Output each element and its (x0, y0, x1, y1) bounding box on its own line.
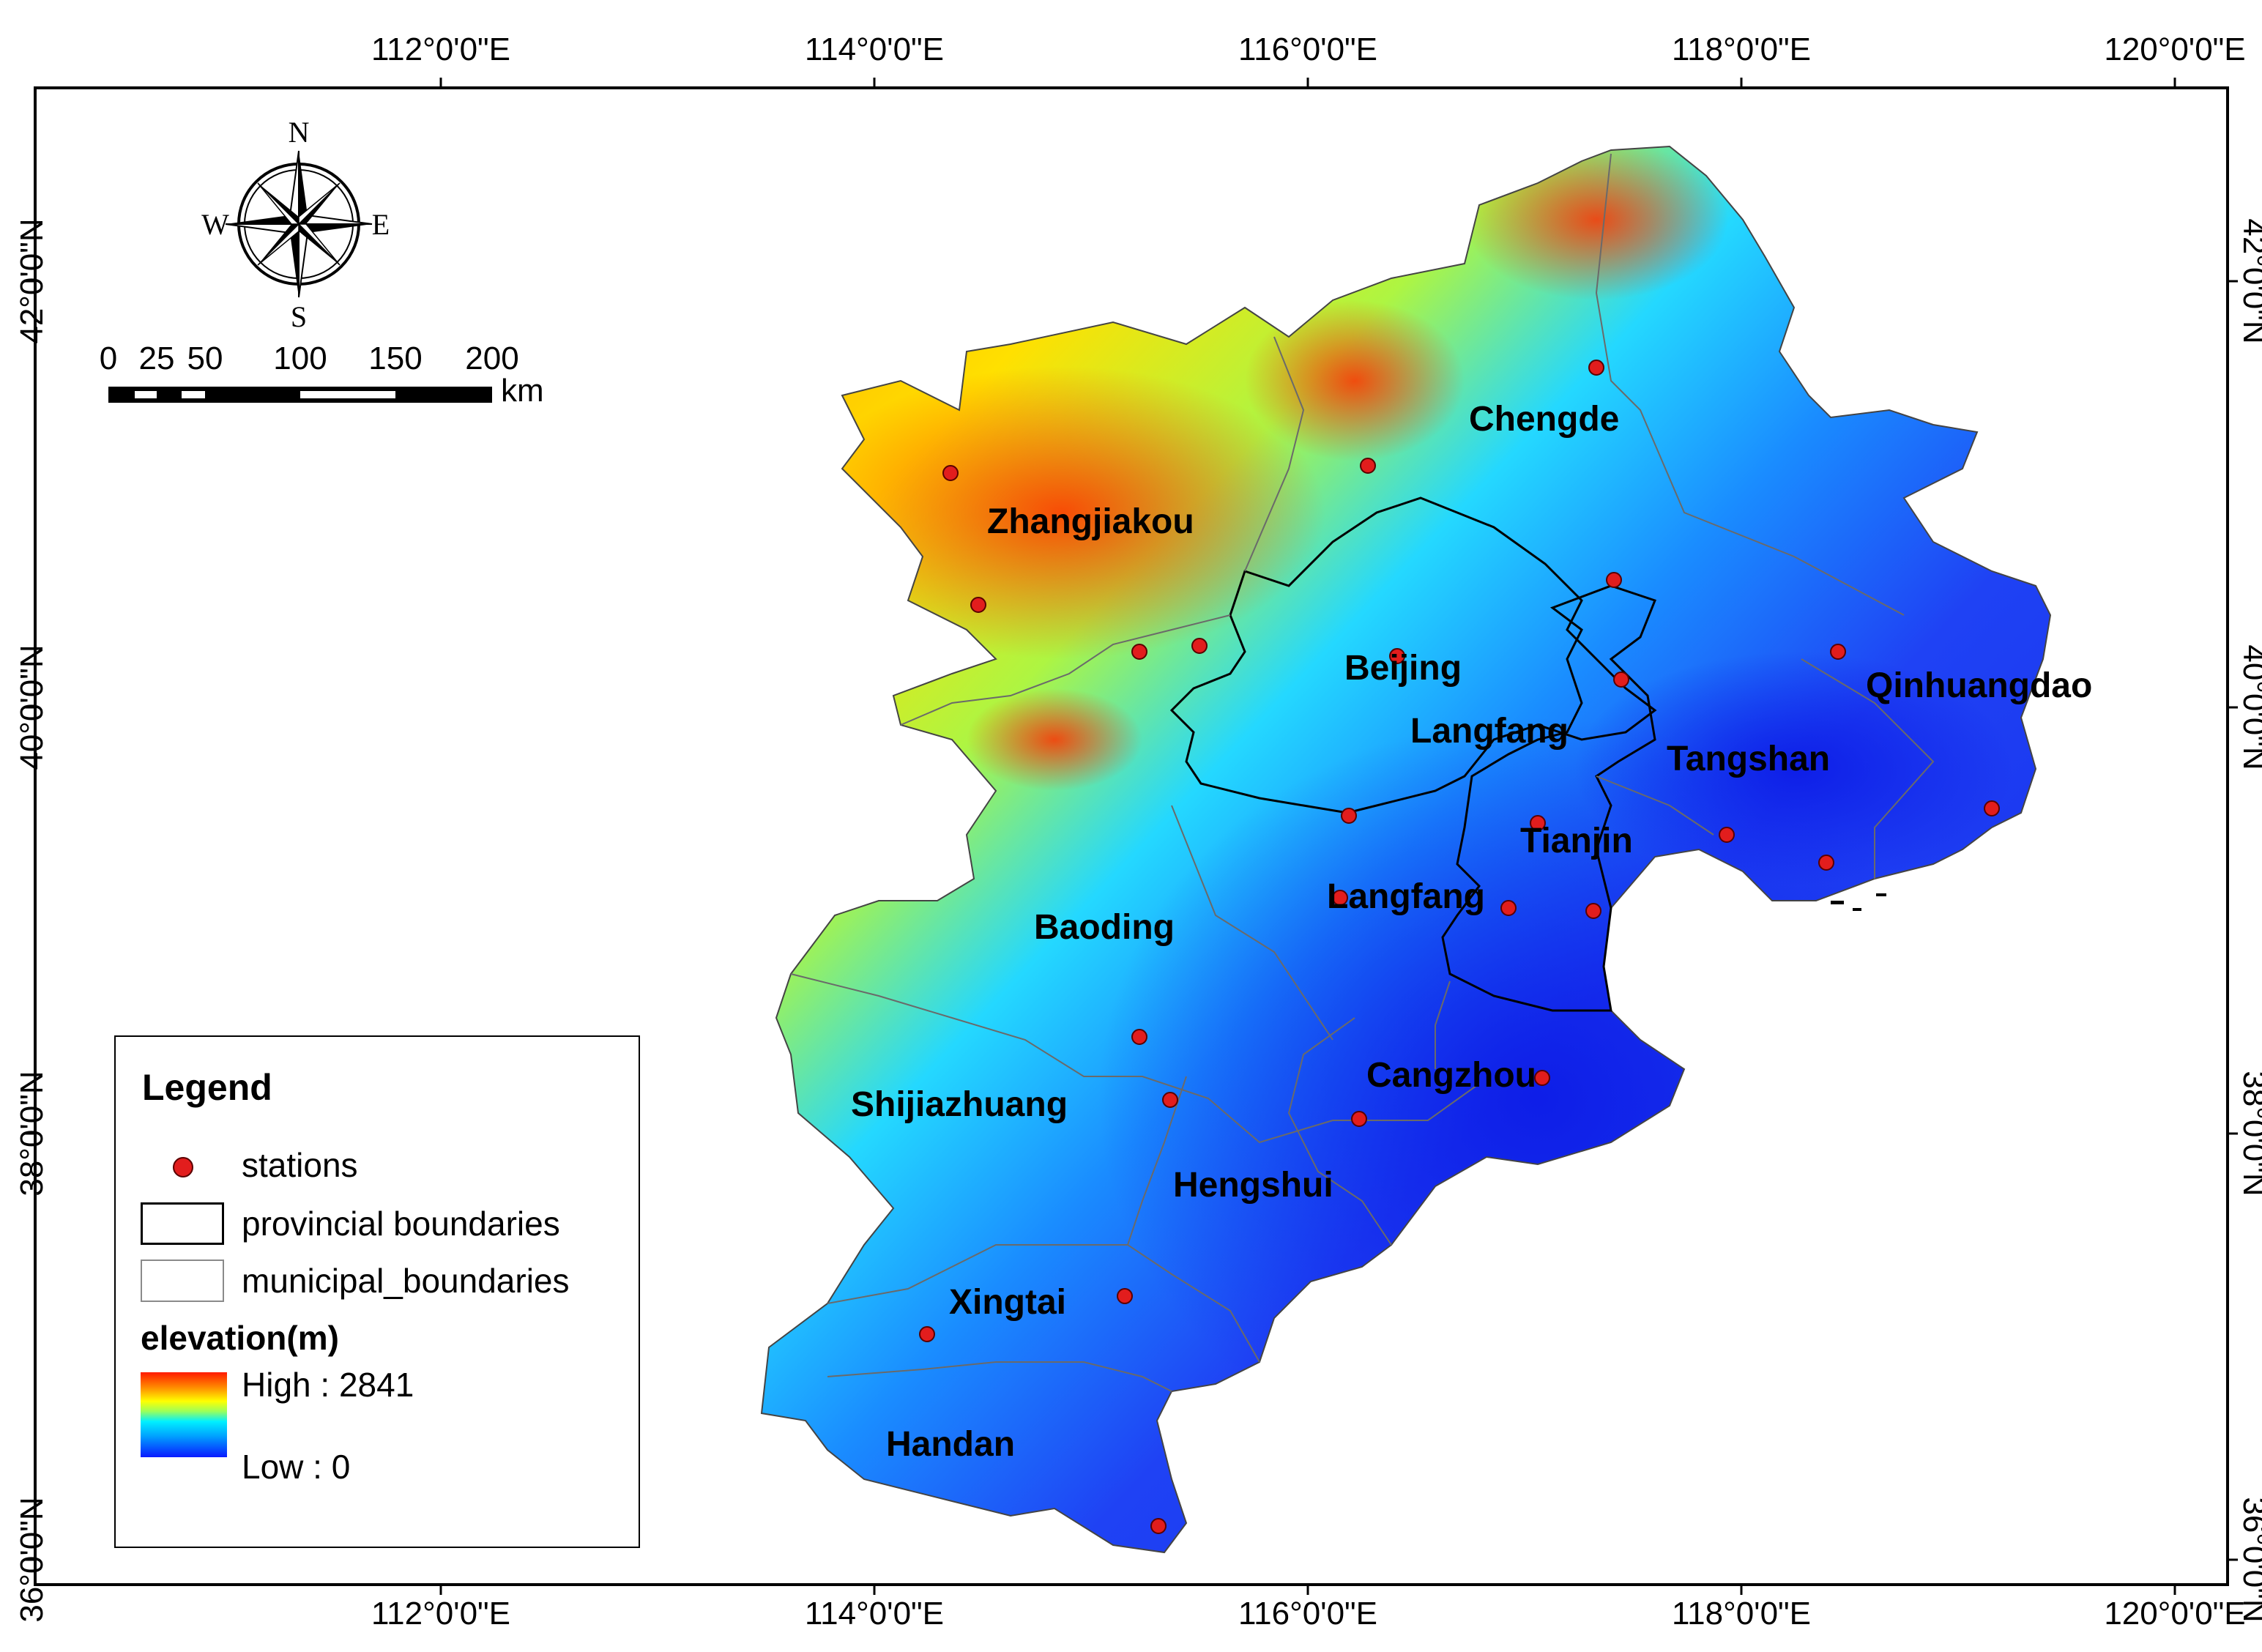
city-label-handan: Handan (886, 1425, 1015, 1464)
lat-label: 42°0'0"N (2236, 218, 2262, 343)
scale-tick: 50 (187, 341, 223, 376)
lon-label: 120°0'0"E (2104, 31, 2245, 67)
city-label-chengde: Chengde (1469, 400, 1619, 439)
elevation-title: elevation(m) (141, 1319, 339, 1357)
compass-n: N (289, 116, 310, 149)
legend-title: Legend (142, 1067, 272, 1108)
legend-stations-label: stations (242, 1146, 358, 1184)
city-label-qinhuangdao: Qinhuangdao (1866, 666, 2092, 705)
scale-tick: 150 (368, 341, 422, 376)
legend: Legend stations provincial boundaries mu… (114, 1035, 640, 1548)
lon-label: 118°0'0"E (1672, 1596, 1811, 1631)
station-marker[interactable] (942, 465, 959, 481)
lat-label: 38°0'0"N (14, 1071, 50, 1196)
station-marker[interactable] (1719, 827, 1735, 843)
station-marker[interactable] (1389, 648, 1405, 664)
legend-municipal-label: municipal_boundaries (242, 1262, 570, 1300)
legend-provincial-label: provincial boundaries (242, 1205, 560, 1243)
city-label-langfang-north: Langfang (1410, 712, 1569, 751)
north-arrow-icon: N S E W (201, 116, 390, 333)
station-marker[interactable] (1818, 855, 1834, 871)
station-marker[interactable] (1530, 815, 1546, 831)
station-marker[interactable] (1534, 1070, 1550, 1086)
elevation-color-ramp (141, 1372, 227, 1457)
elevation-high-label: High : 2841 (242, 1366, 414, 1404)
lat-label: 40°0'0"N (2236, 644, 2262, 770)
lat-label: 36°0'0"N (2236, 1497, 2262, 1622)
station-marker[interactable] (1162, 1092, 1178, 1108)
lat-label: 36°0'0"N (14, 1497, 50, 1622)
lon-label: 118°0'0"E (1672, 31, 1811, 67)
station-marker[interactable] (1500, 900, 1517, 916)
city-label-langfang: Langfang (1327, 877, 1485, 916)
station-marker[interactable] (1117, 1288, 1133, 1304)
station-marker[interactable] (970, 597, 986, 613)
city-label-baoding: Baoding (1034, 908, 1175, 947)
coastline-islands (1831, 893, 1886, 911)
city-label-beijing: Beijing (1344, 649, 1462, 688)
provincial-boundary-tianjin (1441, 584, 1656, 1012)
lat-labels-right: 42°0'0"N 40°0'0"N 38°0'0"N 36°0'0"N (2236, 218, 2262, 1622)
station-marker[interactable] (1332, 890, 1348, 906)
provincial-boundary-swatch (141, 1202, 224, 1245)
elevation-low-label: Low : 0 (242, 1448, 351, 1486)
compass-s: S (291, 300, 307, 333)
city-label-xingtai: Xingtai (949, 1283, 1066, 1322)
scale-bar: 0 25 50 100 150 200 km (100, 341, 544, 409)
station-marker[interactable] (1131, 644, 1147, 660)
lon-label: 120°0'0"E (2104, 1596, 2245, 1631)
station-marker[interactable] (1585, 903, 1601, 919)
lon-label: 116°0'0"E (1238, 1596, 1377, 1631)
lat-label: 38°0'0"N (2236, 1071, 2262, 1196)
station-marker[interactable] (1360, 458, 1376, 474)
scale-tick: 200 (465, 341, 518, 376)
station-marker[interactable] (1606, 572, 1622, 588)
city-labels: Zhangjiakou Chengde Beijing Qinhuangdao … (851, 400, 2092, 1464)
lon-label: 112°0'0"E (371, 1596, 510, 1631)
map-frame (34, 86, 2229, 1586)
lon-labels-top: 112°0'0"E 114°0'0"E 116°0'0"E 118°0'0"E … (371, 31, 2246, 67)
station-marker[interactable] (1613, 671, 1629, 688)
municipal-boundary-swatch (141, 1260, 224, 1302)
axis-ticks (25, 78, 2238, 1595)
city-label-tangshan: Tangshan (1667, 740, 1830, 778)
lon-labels-bottom: 112°0'0"E 114°0'0"E 116°0'0"E 118°0'0"E … (371, 1596, 2246, 1631)
lon-label: 112°0'0"E (371, 31, 510, 67)
lon-label: 116°0'0"E (1238, 31, 1377, 67)
lon-label: 114°0'0"E (805, 1596, 944, 1631)
lon-label: 114°0'0"E (805, 31, 944, 67)
city-label-cangzhou: Cangzhou (1366, 1056, 1536, 1095)
city-label-hengshui: Hengshui (1173, 1166, 1333, 1205)
city-label-zhangjiakou: Zhangjiakou (987, 502, 1194, 541)
station-marker[interactable] (919, 1326, 935, 1342)
station-marker[interactable] (1131, 1029, 1147, 1045)
station-marker[interactable] (1351, 1111, 1367, 1127)
lat-label: 42°0'0"N (14, 218, 50, 343)
city-label-tianjin: Tianjin (1520, 822, 1633, 860)
lat-labels-left: 42°0'0"N 40°0'0"N 38°0'0"N 36°0'0"N (14, 218, 50, 1622)
elevation-raster (762, 146, 2050, 1552)
station-marker[interactable] (1830, 644, 1846, 660)
station-marker[interactable] (1341, 808, 1357, 824)
compass-e: E (372, 208, 390, 241)
lat-label: 40°0'0"N (14, 644, 50, 770)
station-marker[interactable] (1191, 638, 1208, 654)
scale-unit: km (501, 373, 544, 409)
compass-w: W (201, 208, 229, 241)
scale-tick: 25 (139, 341, 175, 376)
station-legend-icon (173, 1157, 193, 1177)
station-marker[interactable] (1984, 800, 2000, 816)
provincial-outline (760, 145, 2052, 1554)
provincial-boundary-beijing (1169, 496, 1657, 814)
scale-tick: 100 (273, 341, 327, 376)
scale-tick: 0 (100, 341, 117, 376)
stations-layer (919, 360, 2000, 1534)
station-marker[interactable] (1150, 1518, 1167, 1534)
station-marker[interactable] (1588, 360, 1604, 376)
city-label-shijiazhuang: Shijiazhuang (851, 1085, 1068, 1124)
